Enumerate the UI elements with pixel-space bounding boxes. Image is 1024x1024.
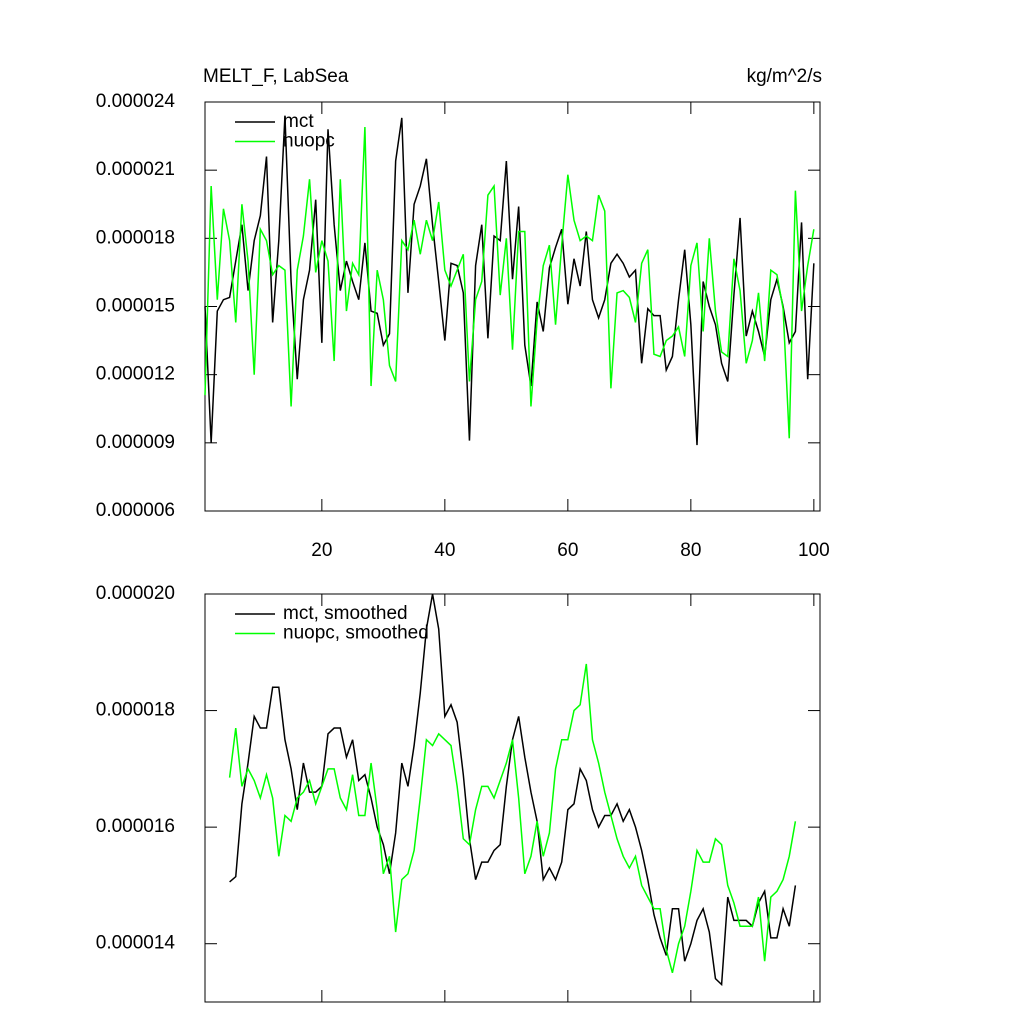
y-tick-label: 0.000018: [96, 700, 175, 721]
units-label: kg/m^2/s: [747, 66, 822, 87]
y-tick-label: 0.000014: [96, 933, 176, 954]
x-tick-label: 100: [798, 540, 830, 561]
data-line: [229, 593, 797, 987]
plot-frame: [204, 593, 821, 1003]
x-tick-label: 40: [434, 540, 455, 561]
legend-label: mct, smoothed: [283, 603, 408, 624]
y-tick-label: 0.000015: [96, 296, 175, 317]
y-tick-label: 0.000021: [96, 159, 175, 180]
data-line: [204, 115, 815, 446]
y-tick-label: 0.000020: [96, 583, 175, 604]
y-tick-label: 0.000009: [96, 432, 175, 453]
y-tick-label: 0.000016: [96, 816, 175, 837]
x-tick-label: 20: [311, 540, 332, 561]
y-tick-label: 0.000012: [96, 364, 175, 385]
chart-title: MELT_F, LabSea: [203, 66, 349, 87]
legend-label: mct: [283, 111, 314, 132]
data-line: [228, 663, 797, 974]
y-tick-label: 0.000024: [96, 91, 176, 112]
y-tick-label: 0.000006: [96, 500, 175, 521]
x-tick-label: 60: [557, 540, 578, 561]
legend-label: nuopc: [283, 131, 335, 152]
legend-label: nuopc, smoothed: [283, 623, 429, 644]
plot-frame: [204, 101, 821, 512]
y-tick-label: 0.000018: [96, 227, 175, 248]
data-line: [204, 126, 815, 439]
x-tick-label: 80: [680, 540, 701, 561]
